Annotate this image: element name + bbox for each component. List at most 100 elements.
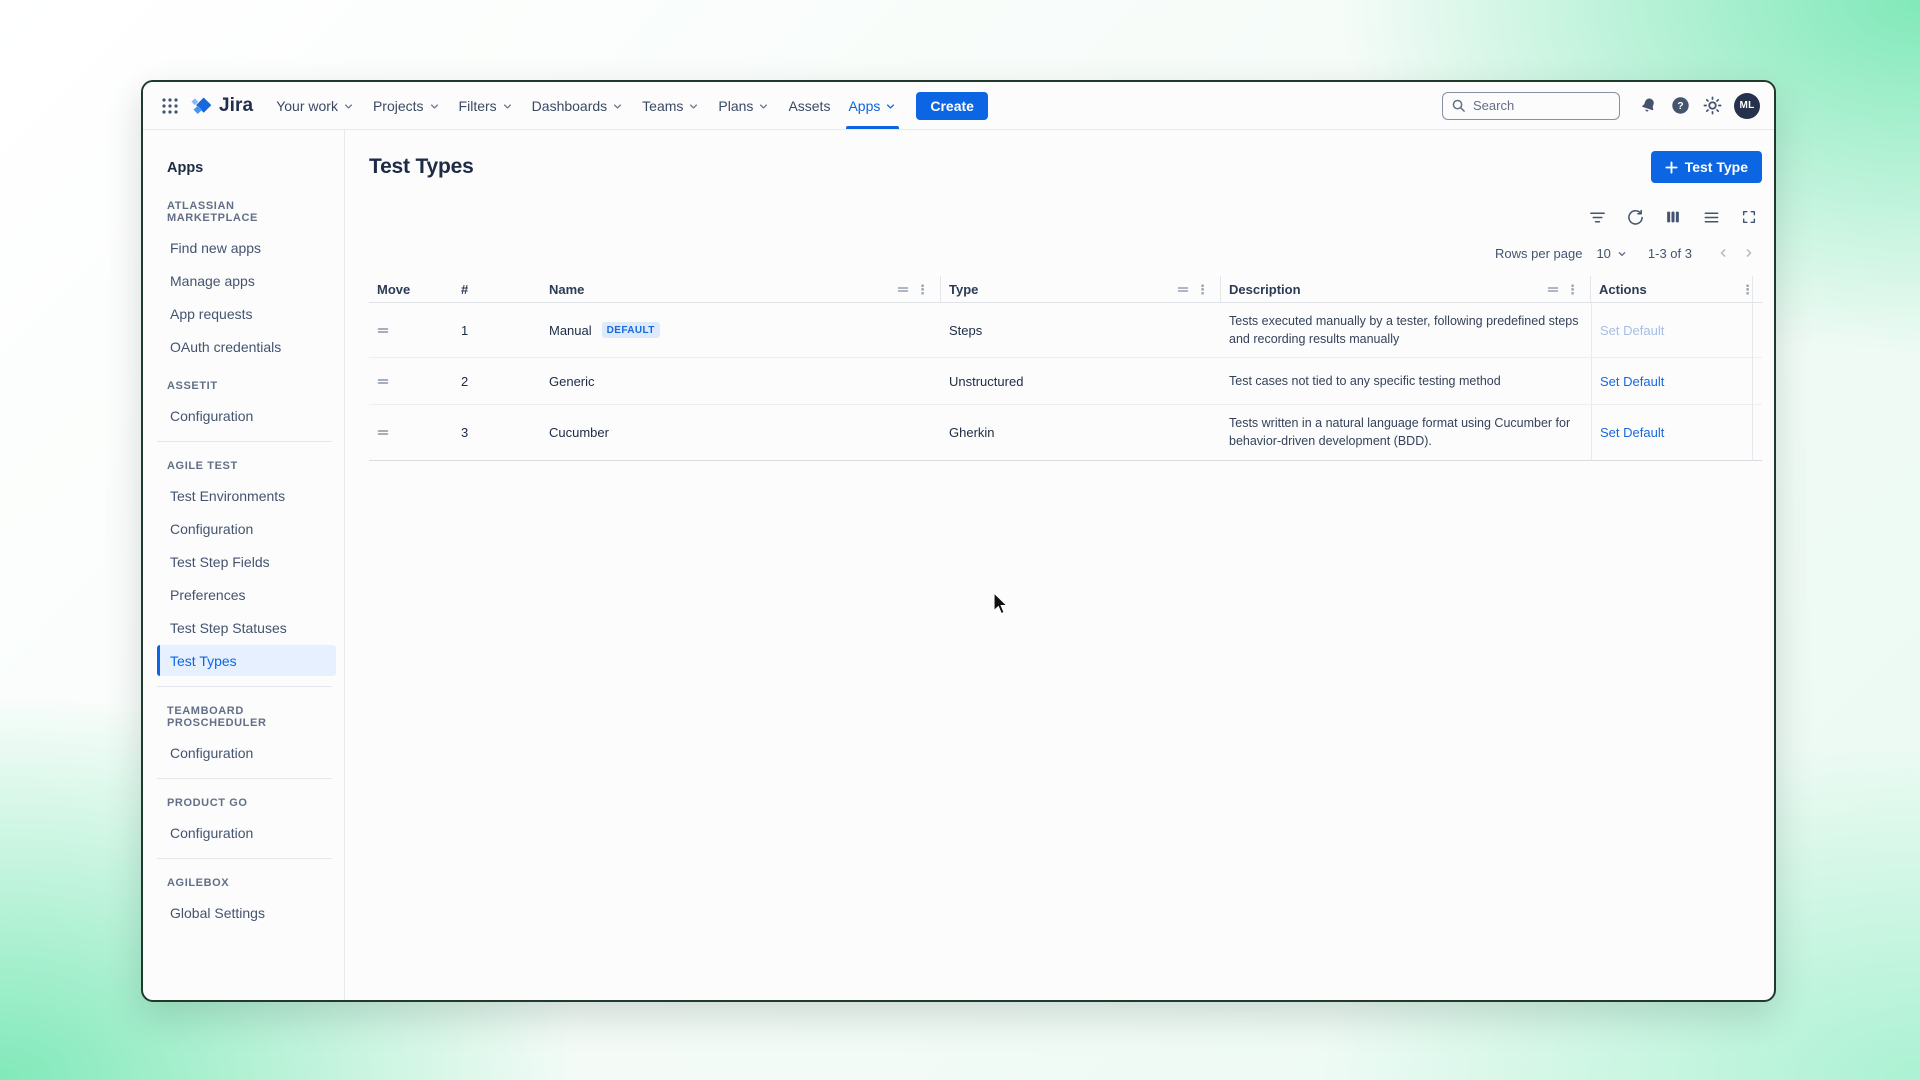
- sidebar-divider: [157, 441, 332, 442]
- sidebar-item-label: OAuth credentials: [170, 338, 282, 355]
- sidebar-sections: ATLASSIAN MARKETPLACE Find new apps Manage…: [143, 200, 344, 928]
- sidebar-item-configuration[interactable]: Configuration: [157, 400, 336, 431]
- sidebar-item-oauth-credentials[interactable]: OAuth credentials: [157, 331, 336, 362]
- sidebar-item-label: Find new apps: [170, 239, 262, 256]
- move-cell: [369, 318, 453, 343]
- columns-icon[interactable]: [1660, 206, 1686, 228]
- next-page-icon[interactable]: [1736, 242, 1762, 264]
- app-switcher-icon[interactable]: [157, 93, 183, 119]
- sidebar-item-global-settings[interactable]: Global Settings: [157, 897, 336, 928]
- main-content: Test Types Test Type Rows per page: [345, 130, 1774, 1000]
- nav-item-filters[interactable]: Filters: [450, 82, 523, 129]
- sidebar-section-heading-atlassian-marketplace: ATLASSIAN MARKETPLACE: [167, 200, 258, 224]
- sidebar-section-heading-assetit: ASSETIT: [167, 380, 218, 392]
- table-body: 1 Manual DEFAULT Steps Tests executed manual…: [369, 303, 1762, 461]
- sidebar-item-preferences[interactable]: Preferences: [157, 579, 336, 610]
- plus-icon: [1665, 160, 1678, 174]
- set-default-link[interactable]: Set Default: [1600, 424, 1665, 440]
- primary-nav: Your work Projects Filters Dashboards Teams P…: [267, 82, 906, 129]
- sidebar-item-test-step-fields[interactable]: Test Step Fields: [157, 546, 336, 577]
- chevron-down-icon: [884, 100, 897, 113]
- nav-item-dashboards[interactable]: Dashboards: [523, 82, 634, 129]
- chevron-down-icon: [428, 100, 441, 113]
- test-type-name: Generic: [549, 373, 595, 389]
- sidebar-divider: [157, 686, 332, 687]
- sidebar-divider: [157, 778, 332, 779]
- sidebar-item-label: Global Settings: [170, 904, 265, 921]
- column-header-move: Move: [369, 276, 453, 302]
- pagination-row: Rows per page 10 1-3 of 3: [369, 242, 1762, 264]
- rows-per-page-select[interactable]: 10: [1596, 246, 1627, 261]
- index-cell: 3: [461, 424, 469, 440]
- sidebar-item-label: Test Step Fields: [170, 553, 270, 570]
- sidebar-item-configuration[interactable]: Configuration: [157, 737, 336, 768]
- sidebar-item-test-environments[interactable]: Test Environments: [157, 480, 336, 511]
- drag-handle-icon[interactable]: [377, 326, 389, 335]
- drag-handle-icon[interactable]: [377, 428, 389, 437]
- settings-gear-icon[interactable]: [1696, 90, 1728, 122]
- sidebar-section-heading-product-go: PRODUCT GO: [167, 797, 248, 809]
- nav-item-assets[interactable]: Assets: [779, 82, 839, 129]
- actions-cell: Set Default: [1591, 303, 1765, 358]
- table-scrollbar[interactable]: [1752, 276, 1753, 461]
- nav-item-label: Assets: [788, 97, 831, 114]
- table-header: Move # Name ⋮ Type ⋮ Description ⋮ Actions ⋮: [369, 276, 1762, 303]
- jira-logo[interactable]: Jira: [191, 95, 253, 117]
- column-menu-icon[interactable]: ⋮: [1196, 281, 1209, 297]
- sidebar-section-heading-teamboard-proscheduler: TEAMBOARD PROSCHEDULER: [167, 705, 267, 729]
- nav-item-projects[interactable]: Projects: [364, 82, 450, 129]
- drag-handle-icon[interactable]: [377, 377, 389, 386]
- notifications-bell-icon[interactable]: [1632, 90, 1664, 122]
- column-menu-icon[interactable]: ⋮: [916, 281, 929, 297]
- set-default-link[interactable]: Set Default: [1600, 373, 1665, 389]
- sidebar-item-label: App requests: [170, 305, 253, 322]
- previous-page-icon[interactable]: [1710, 242, 1736, 264]
- column-menu-icon[interactable]: ⋮: [1741, 281, 1754, 297]
- search-input[interactable]: [1442, 91, 1620, 120]
- column-header-icons: ⋮: [1547, 283, 1582, 296]
- fullscreen-icon[interactable]: [1736, 206, 1762, 228]
- column-menu-icon[interactable]: ⋮: [1566, 281, 1579, 297]
- chevron-down-icon: [757, 100, 770, 113]
- create-button[interactable]: Create: [916, 91, 988, 120]
- column-resize-icon[interactable]: [1547, 285, 1559, 294]
- type-cell: Unstructured: [949, 373, 1024, 389]
- move-cell: [369, 420, 453, 445]
- nav-item-label: Projects: [372, 97, 424, 114]
- description-cell: Tests executed manually by a tester, fol…: [1229, 314, 1579, 347]
- filter-icon[interactable]: [1584, 206, 1610, 228]
- sidebar-item-find-new-apps[interactable]: Find new apps: [157, 232, 336, 263]
- column-resize-icon[interactable]: [897, 285, 909, 294]
- chevron-down-icon: [1616, 248, 1628, 260]
- column-header-label: #: [461, 281, 469, 297]
- column-header-icons: ⋮: [897, 283, 932, 296]
- sidebar-item-configuration[interactable]: Configuration: [157, 817, 336, 848]
- density-icon[interactable]: [1698, 206, 1724, 228]
- user-avatar[interactable]: ML: [1734, 92, 1760, 119]
- test-types-table: Move # Name ⋮ Type ⋮ Description ⋮ Actions ⋮ 1 Man…: [369, 276, 1762, 461]
- sidebar-item-app-requests[interactable]: App requests: [157, 298, 336, 329]
- sidebar-section-heading-agilebox: AGILEBOX: [167, 877, 230, 889]
- add-test-type-button[interactable]: Test Type: [1650, 151, 1762, 183]
- column-resize-icon[interactable]: [1177, 285, 1189, 294]
- sidebar-item-test-step-statuses[interactable]: Test Step Statuses: [157, 612, 336, 643]
- sidebar-item-test-types[interactable]: Test Types: [157, 645, 336, 676]
- sidebar-item-configuration[interactable]: Configuration: [157, 513, 336, 544]
- nav-item-apps[interactable]: Apps: [839, 82, 906, 129]
- chevron-down-icon: [611, 100, 624, 113]
- refresh-icon[interactable]: [1622, 206, 1648, 228]
- help-icon[interactable]: ?: [1664, 90, 1696, 122]
- column-header-actions: Actions ⋮: [1591, 276, 1765, 302]
- sidebar-divider: [157, 858, 332, 859]
- chevron-down-icon: [501, 100, 514, 113]
- nav-item-plans[interactable]: Plans: [709, 82, 779, 129]
- index-cell: 2: [461, 373, 469, 389]
- test-type-name: Manual: [549, 322, 592, 338]
- nav-item-teams[interactable]: Teams: [633, 82, 709, 129]
- column-header-index: #: [453, 276, 541, 302]
- jira-logo-icon: [191, 97, 212, 114]
- nav-item-your-work[interactable]: Your work: [267, 82, 364, 129]
- sidebar-item-manage-apps[interactable]: Manage apps: [157, 265, 336, 296]
- sidebar-item-label: Configuration: [170, 824, 254, 841]
- set-default-link: Set Default: [1600, 322, 1665, 338]
